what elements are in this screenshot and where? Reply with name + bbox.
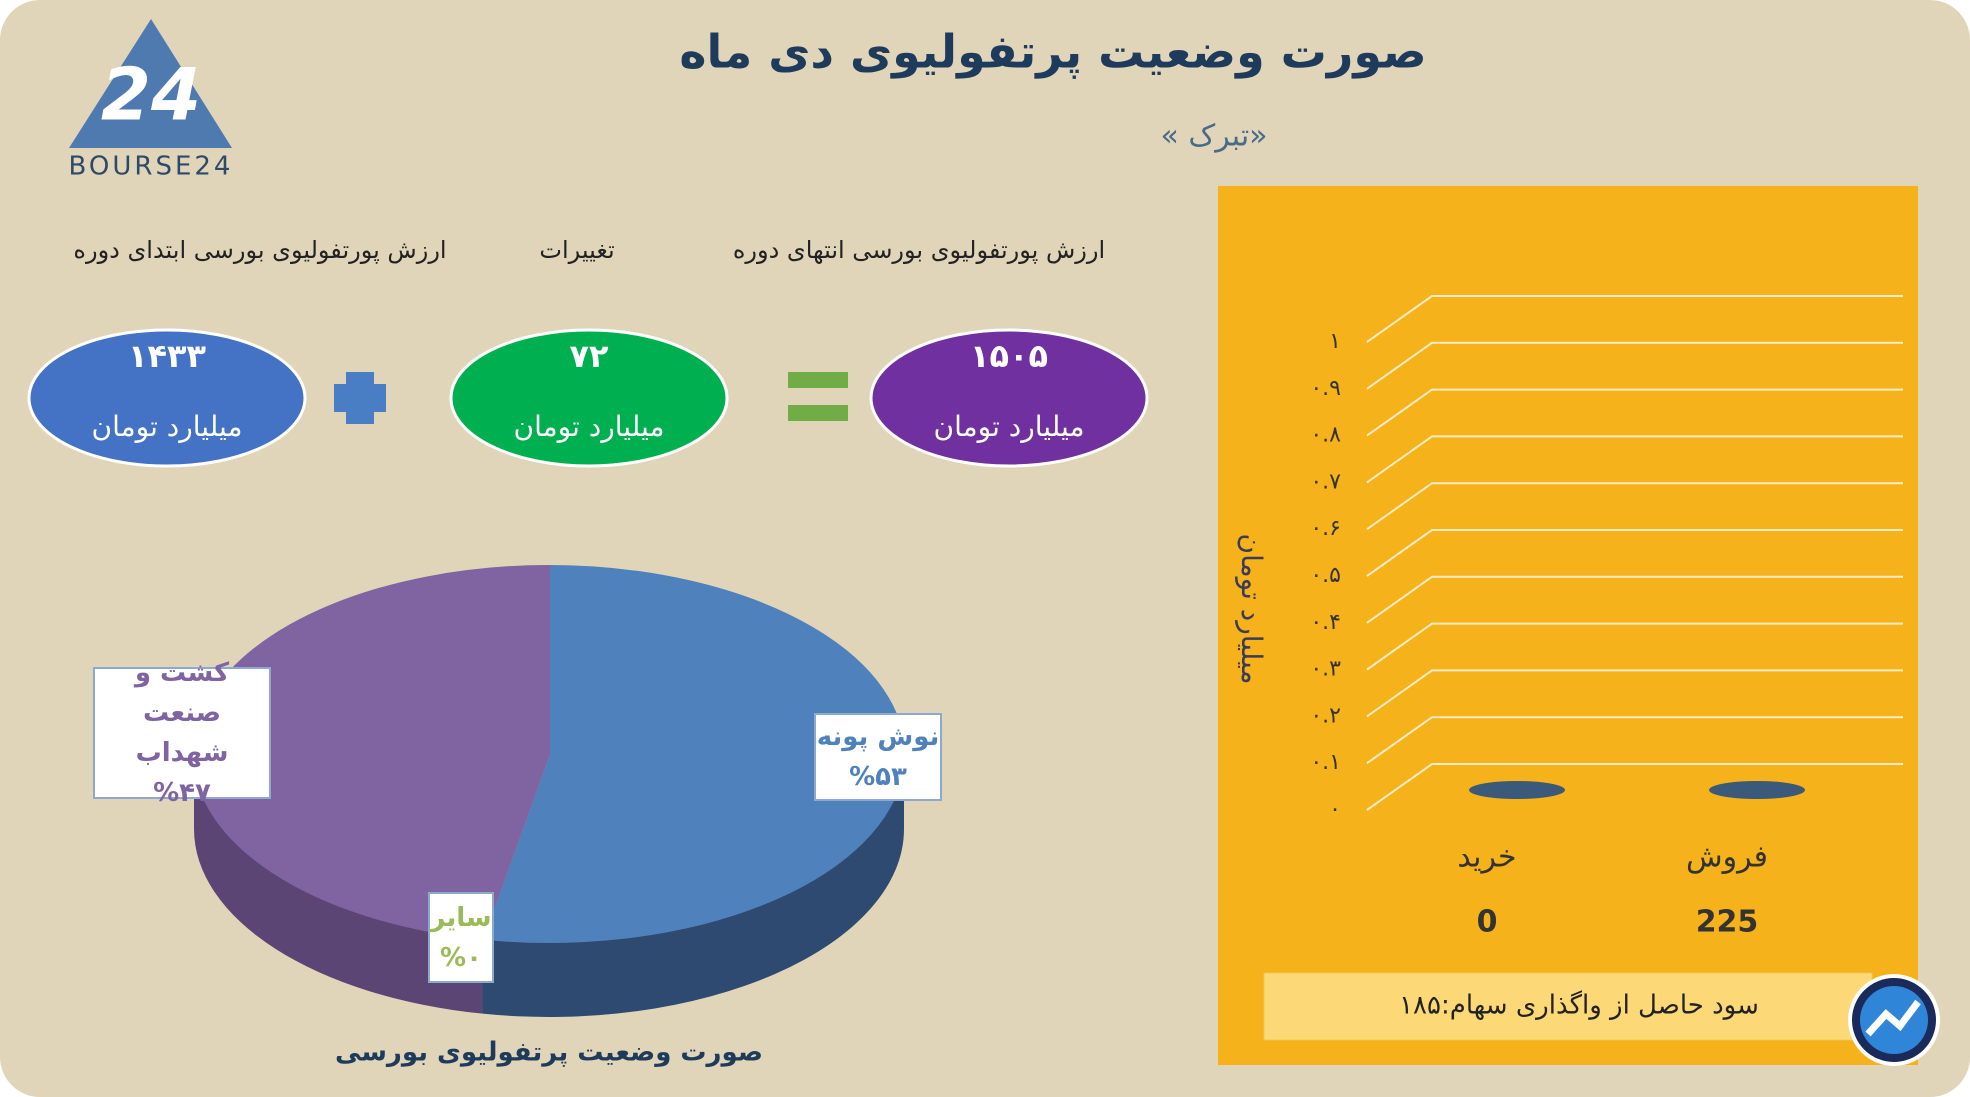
logo-triangle (69, 19, 232, 148)
plus-sign (334, 384, 386, 412)
label-name: سایر (430, 902, 492, 933)
y-tick-label: ۰.۸ (1310, 423, 1341, 448)
grid-line (1366, 669, 1903, 718)
pie-title: صورت وضعیت پرتفولیوی بورسی (335, 1038, 763, 1068)
data-label: کشت و صنعت شهداب %۴۷ (93, 658, 271, 808)
pie-side (482, 754, 904, 1017)
summary-label: ارزش پورتفولیوی بورسی انتهای دوره (733, 236, 1105, 264)
logo-mark: 24 (101, 53, 201, 137)
profit-text: سود حاصل از واگذاری سهام:۱۸۵ (1399, 990, 1759, 1021)
y-tick-label: ۰.۲ (1310, 703, 1341, 728)
equals-sign (788, 372, 848, 388)
summary-bubble (27, 328, 307, 468)
summary-unit: میلیارد تومان (514, 410, 665, 443)
table-value: 225 (1696, 905, 1759, 940)
grid-line (1366, 388, 1903, 437)
x-tick-label: فروش (1686, 840, 1768, 875)
label-value: %۴۷ (153, 778, 211, 808)
bar-panel (1218, 186, 1918, 1065)
y-tick-label: ۱ (1329, 329, 1341, 354)
grid-line (1366, 622, 1903, 671)
logo-text: BOURSE24 (69, 152, 234, 182)
y-tick-label: ۰.۹ (1310, 376, 1341, 401)
title: صورت وضعیت پرتفولیوی دی ماه (679, 25, 1426, 80)
label-name: نوش پونه (816, 722, 940, 752)
y-tick-label: ۰.۴ (1310, 610, 1341, 635)
y-tick-label: ۰ (1329, 797, 1341, 822)
grid-line (1366, 716, 1903, 765)
label-value: %۵۳ (849, 762, 907, 792)
table-value: 0 (1477, 905, 1498, 940)
summary-bubble (449, 328, 729, 468)
y-tick-label: ۰.۶ (1310, 516, 1341, 541)
icon-arrow (1865, 999, 1921, 1037)
summary-bubble (869, 328, 1149, 468)
y-tick-label: ۰.۷ (1310, 469, 1341, 494)
grid-line (1366, 529, 1903, 577)
subtitle: «تبرک » (1160, 119, 1267, 154)
grid-line (1366, 763, 1903, 811)
summary-unit: میلیارد تومان (92, 410, 243, 443)
summary-value: ۱۴۳۳ (128, 337, 207, 375)
pie-side (194, 754, 483, 1014)
grid-line (1366, 341, 1903, 390)
bar-base (1469, 781, 1565, 799)
summary-label: تغییرات (539, 236, 614, 264)
grid-line (1366, 435, 1903, 484)
y-axis-label: میلیارد تومان (1235, 534, 1268, 685)
summary-value: ۷۲ (569, 337, 609, 375)
data-label: نوش پونه %۵۳ (814, 713, 942, 801)
grid-line (1366, 295, 1903, 343)
y-tick-label: ۰.۱ (1310, 750, 1341, 775)
label-name: کشت و صنعت شهداب (134, 658, 230, 768)
equals-sign (788, 405, 848, 421)
summary-unit: میلیارد تومان (934, 410, 1085, 443)
y-tick-label: ۰.۳ (1310, 657, 1341, 682)
label-value: %۰ (440, 942, 482, 973)
grid-line (1366, 482, 1903, 531)
x-tick-label: خرید (1457, 840, 1516, 875)
data-label: سایر %۰ (428, 892, 494, 983)
summary-value: ۱۵۰۵ (970, 337, 1048, 375)
grid-line (1366, 575, 1903, 624)
y-tick-label: ۰.۵ (1310, 563, 1341, 588)
profit-box (1263, 972, 1873, 1041)
bar-base (1709, 781, 1805, 799)
summary-label: ارزش پورتفولیوی بورسی ابتدای دوره (73, 236, 446, 264)
